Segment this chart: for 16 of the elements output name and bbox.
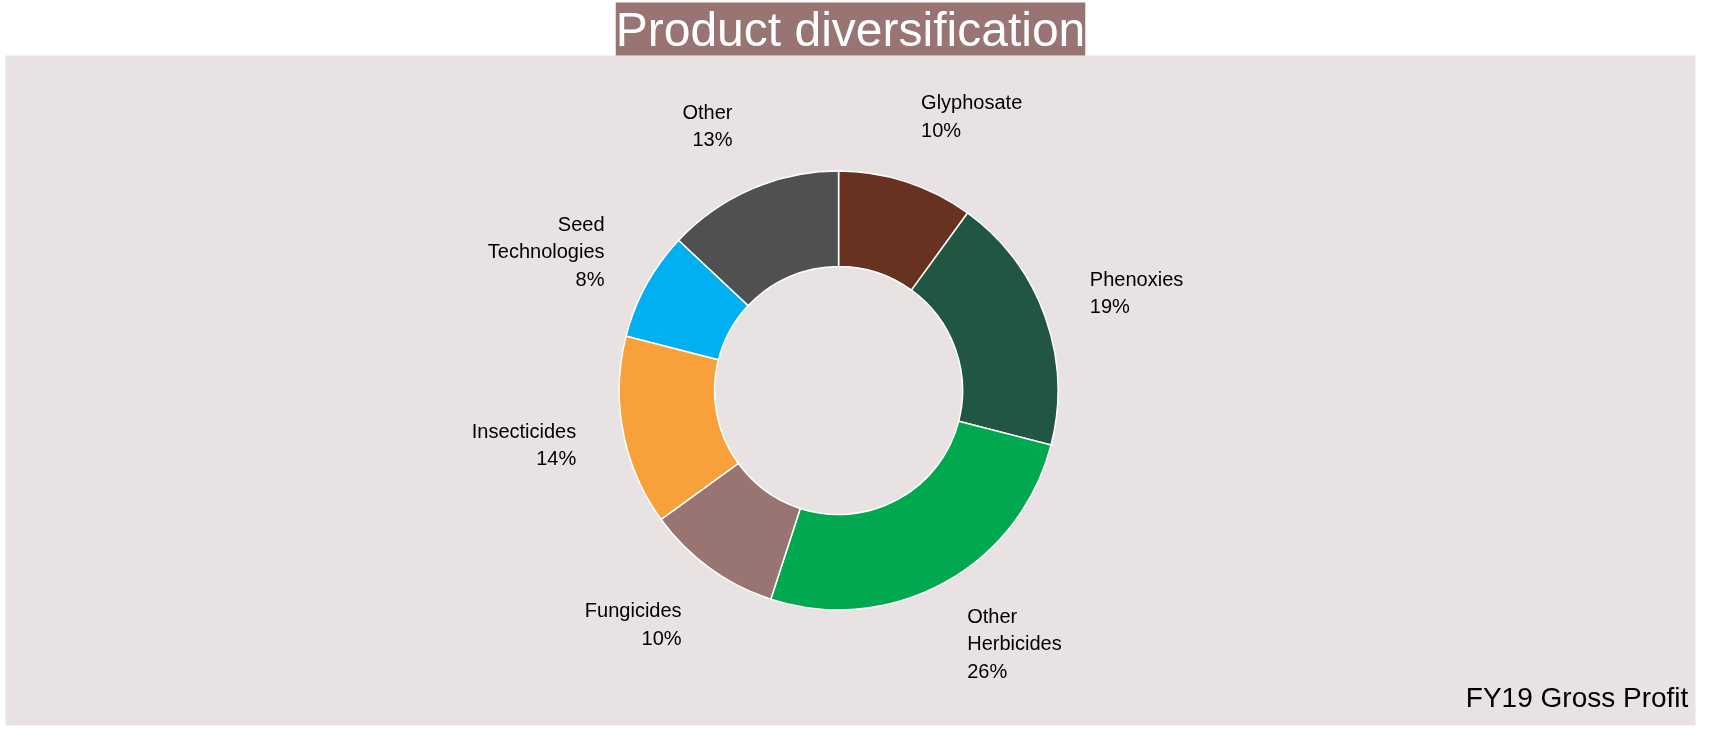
data-label: 26% bbox=[967, 659, 1008, 682]
slice-label: Insecticides bbox=[471, 419, 577, 442]
data-label: 8% bbox=[575, 267, 605, 290]
slice-label: Seed Technologies bbox=[487, 212, 605, 263]
chart-title: Product diversification bbox=[615, 2, 1086, 56]
text: FY19 Gross Profit bbox=[1465, 681, 1689, 713]
data-label: 19% bbox=[1089, 295, 1131, 318]
slice-label: Glyphosate bbox=[921, 91, 1023, 114]
data-label: 13% bbox=[692, 128, 733, 151]
slice-label: Other Herbicides bbox=[967, 604, 1062, 655]
slice-label: Phenoxies bbox=[1089, 267, 1184, 290]
slice-label: Fungicides bbox=[584, 599, 682, 622]
data-label: 10% bbox=[641, 626, 682, 649]
data-label: 10% bbox=[921, 118, 962, 141]
slice-label: Other bbox=[682, 100, 733, 123]
data-label: 14% bbox=[536, 447, 577, 470]
